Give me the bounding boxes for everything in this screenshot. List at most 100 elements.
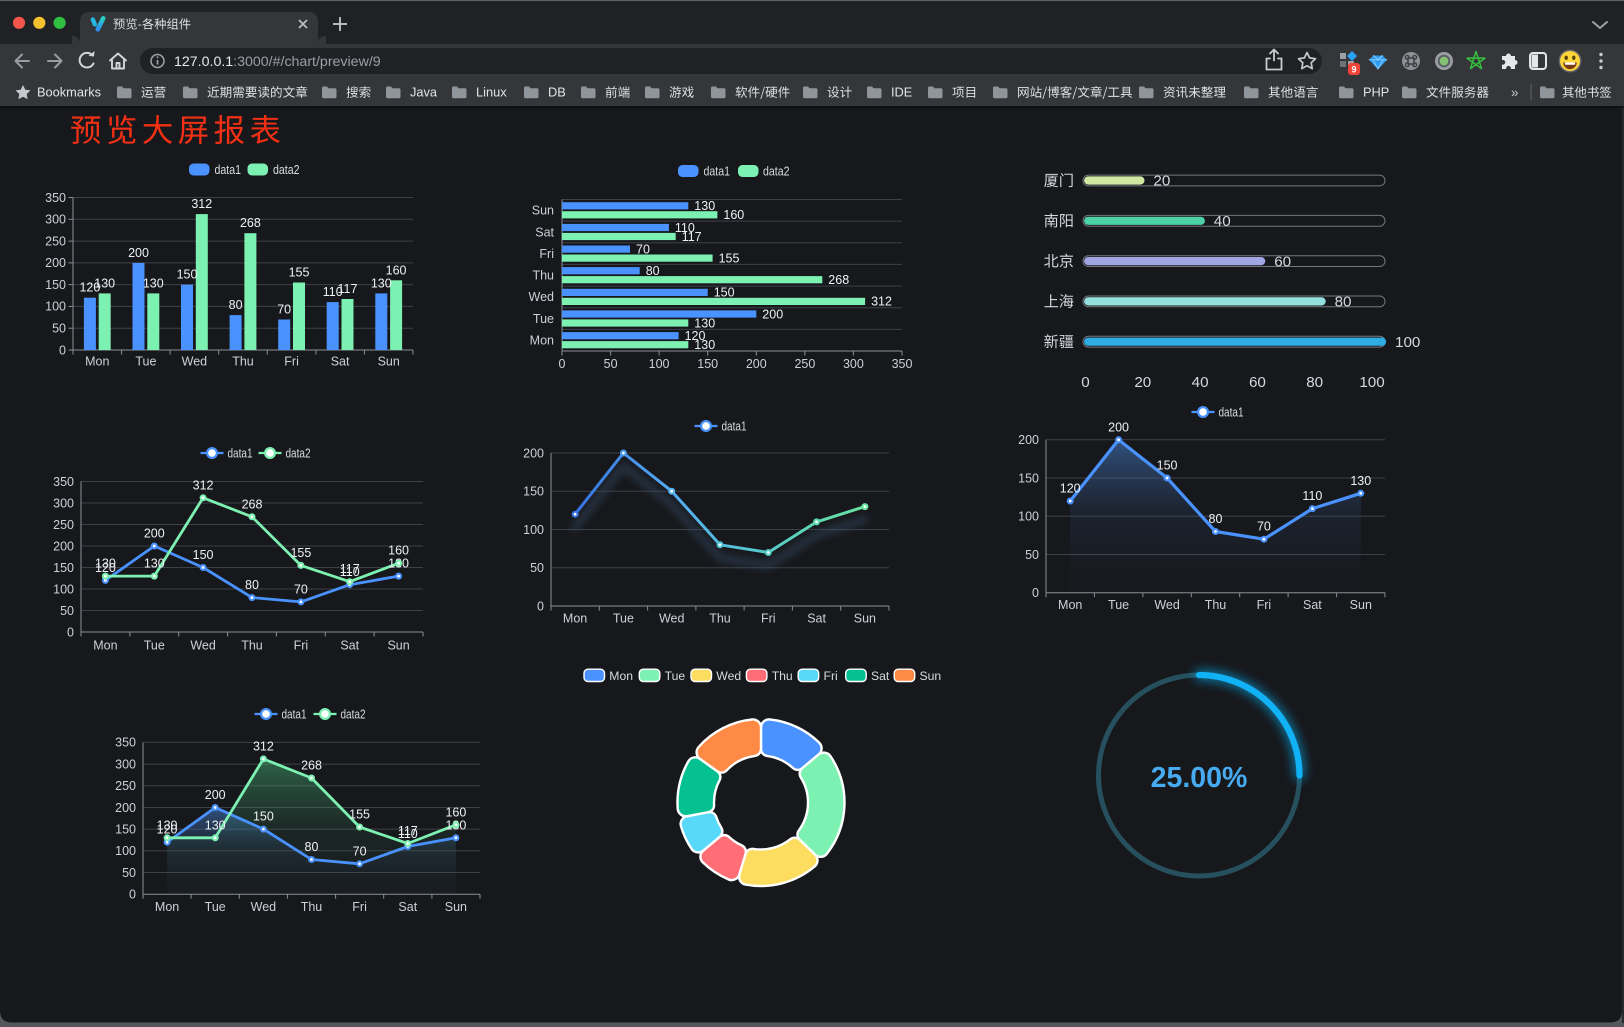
- svg-text:70: 70: [277, 303, 291, 317]
- svg-text:9: 9: [1351, 65, 1356, 75]
- svg-text:50: 50: [530, 561, 544, 575]
- svg-text:Fri: Fri: [1257, 598, 1272, 612]
- svg-text:0: 0: [537, 599, 544, 613]
- svg-text:Mon: Mon: [609, 669, 633, 683]
- svg-text:100: 100: [1359, 374, 1384, 391]
- svg-text:110: 110: [323, 285, 343, 299]
- svg-text:0: 0: [67, 625, 74, 639]
- svg-text:Sat: Sat: [871, 669, 890, 683]
- svg-text:200: 200: [205, 788, 226, 802]
- svg-text:200: 200: [523, 446, 544, 460]
- svg-text:100: 100: [649, 357, 670, 371]
- svg-text:130: 130: [143, 276, 164, 290]
- svg-text:Sat: Sat: [1303, 598, 1322, 612]
- svg-text:50: 50: [1025, 548, 1039, 562]
- svg-text:Sun: Sun: [920, 669, 942, 683]
- svg-text:200: 200: [128, 246, 149, 260]
- svg-text:Thu: Thu: [532, 269, 554, 283]
- svg-text:117: 117: [398, 824, 418, 838]
- svg-text:150: 150: [714, 286, 735, 300]
- svg-text:Mon: Mon: [1058, 598, 1082, 612]
- svg-text:Fri: Fri: [352, 900, 367, 914]
- svg-text:130: 130: [157, 818, 178, 832]
- svg-text:Wed: Wed: [659, 612, 685, 626]
- svg-text:312: 312: [871, 295, 892, 309]
- svg-text:Fri: Fri: [539, 247, 554, 261]
- svg-text:0: 0: [559, 357, 566, 371]
- svg-text:Java: Java: [410, 85, 438, 100]
- svg-text:200: 200: [53, 539, 74, 553]
- svg-text:130: 130: [144, 557, 165, 571]
- svg-text:Tue: Tue: [135, 355, 156, 369]
- svg-text:Sun: Sun: [378, 355, 400, 369]
- svg-text:Fri: Fri: [284, 355, 299, 369]
- svg-text:Linux: Linux: [476, 85, 507, 100]
- svg-text:»: »: [1511, 85, 1519, 100]
- svg-text:120: 120: [1060, 482, 1081, 496]
- svg-text:Sat: Sat: [340, 639, 359, 653]
- svg-text:100: 100: [1395, 334, 1420, 351]
- svg-text:200: 200: [1018, 433, 1039, 447]
- svg-text:127.0.0.1:3000/#/chart/preview: 127.0.0.1:3000/#/chart/preview/9: [174, 54, 381, 70]
- svg-text:Thu: Thu: [772, 669, 793, 683]
- svg-text:Sat: Sat: [398, 900, 417, 914]
- svg-text:Sun: Sun: [854, 612, 876, 626]
- svg-text:350: 350: [115, 736, 136, 750]
- svg-text:data1: data1: [722, 419, 747, 433]
- svg-text:200: 200: [762, 307, 783, 321]
- svg-text:70: 70: [294, 582, 308, 596]
- svg-text:data1: data1: [215, 163, 242, 177]
- svg-text:100: 100: [1018, 510, 1039, 524]
- svg-text:data2: data2: [273, 163, 300, 177]
- svg-text:130: 130: [371, 276, 392, 290]
- svg-text:data2: data2: [341, 707, 366, 721]
- svg-text:155: 155: [289, 266, 310, 280]
- svg-text:Tue: Tue: [205, 900, 226, 914]
- svg-text:20: 20: [1134, 374, 1151, 391]
- svg-text:200: 200: [144, 527, 165, 541]
- svg-text:160: 160: [445, 805, 466, 819]
- svg-text:50: 50: [122, 866, 136, 880]
- svg-text:268: 268: [301, 759, 322, 773]
- svg-text:25.00%: 25.00%: [1151, 762, 1248, 794]
- svg-text:150: 150: [697, 357, 718, 371]
- svg-text:100: 100: [45, 300, 66, 314]
- svg-text:130: 130: [694, 199, 715, 213]
- svg-text:Wed: Wed: [716, 669, 741, 683]
- svg-text:Sat: Sat: [807, 612, 826, 626]
- svg-text:155: 155: [349, 808, 370, 822]
- svg-text:250: 250: [53, 518, 74, 532]
- svg-text:200: 200: [45, 256, 66, 270]
- svg-text:80: 80: [1209, 512, 1223, 526]
- svg-text:Wed: Wed: [1154, 598, 1180, 612]
- svg-text:Thu: Thu: [709, 612, 731, 626]
- svg-text:Bookmarks: Bookmarks: [37, 85, 101, 100]
- svg-text:data1: data1: [282, 707, 307, 721]
- svg-text:120: 120: [79, 281, 100, 295]
- svg-text:Mon: Mon: [563, 612, 587, 626]
- svg-text:268: 268: [828, 273, 849, 287]
- svg-text:60: 60: [1249, 374, 1266, 391]
- svg-text:312: 312: [253, 739, 274, 753]
- svg-text:110: 110: [340, 565, 360, 579]
- svg-text:50: 50: [604, 357, 618, 371]
- svg-text:150: 150: [523, 485, 544, 499]
- svg-text:155: 155: [719, 251, 740, 265]
- svg-text:Sat: Sat: [331, 355, 350, 369]
- svg-text:Sun: Sun: [1350, 598, 1372, 612]
- svg-text:0: 0: [1081, 374, 1089, 391]
- svg-text:Fri: Fri: [761, 612, 776, 626]
- svg-text:160: 160: [723, 208, 744, 222]
- svg-text:DB: DB: [548, 85, 566, 100]
- svg-text:data1: data1: [228, 446, 253, 460]
- svg-text:150: 150: [177, 268, 198, 282]
- svg-text:0: 0: [59, 343, 66, 357]
- svg-text:200: 200: [746, 357, 767, 371]
- svg-text:0: 0: [1032, 586, 1039, 600]
- svg-text:120: 120: [685, 329, 706, 343]
- svg-text:Wed: Wed: [251, 900, 277, 914]
- svg-text:268: 268: [240, 216, 261, 230]
- svg-text:150: 150: [1018, 471, 1039, 485]
- svg-text:Thu: Thu: [301, 900, 323, 914]
- svg-text:130: 130: [95, 557, 116, 571]
